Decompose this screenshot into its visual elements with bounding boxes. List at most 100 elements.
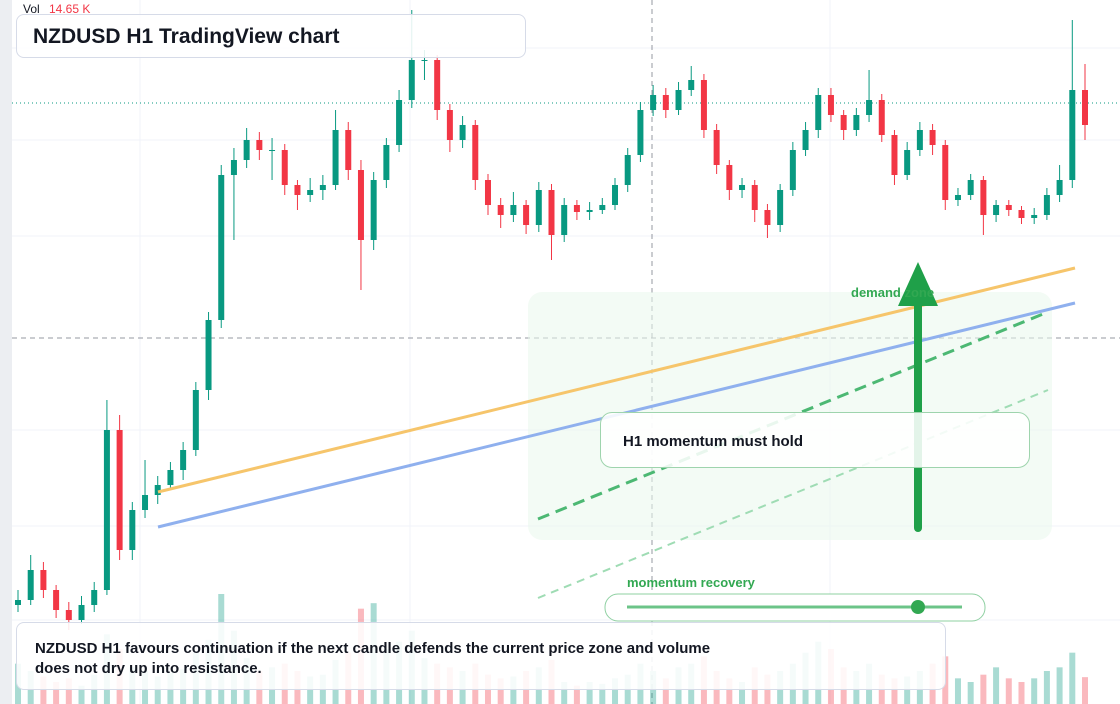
volume-bar <box>154 676 161 704</box>
candle-body <box>370 180 377 240</box>
candle-body <box>1018 210 1025 218</box>
volume-bar <box>78 685 85 704</box>
candle-body <box>383 145 390 180</box>
candle-body <box>853 115 860 130</box>
candle-body <box>154 485 161 495</box>
candle-body <box>434 60 441 110</box>
candle-body <box>484 180 491 205</box>
candle-body <box>332 130 339 185</box>
candle-body <box>535 190 542 225</box>
candle-body <box>624 155 631 185</box>
chart-title: NZDUSD H1 TradingView chart <box>16 14 526 58</box>
candle-body <box>650 95 657 110</box>
volume-bar <box>993 667 1000 704</box>
candle-body <box>751 185 758 210</box>
volume-bar <box>497 678 504 704</box>
candle-body <box>637 110 644 155</box>
candle-body <box>586 210 593 212</box>
volume-bar <box>307 676 314 704</box>
candle-body <box>497 205 504 215</box>
volume-bar <box>586 682 593 704</box>
candle-body <box>319 185 326 190</box>
volume-bar <box>662 678 669 704</box>
volume-bar <box>612 678 619 704</box>
candle-body <box>396 100 403 145</box>
volume-bar <box>1005 678 1012 704</box>
arrow-head <box>898 262 938 306</box>
candle-body <box>243 140 250 160</box>
candle-body <box>65 610 72 620</box>
slider-knob[interactable] <box>911 600 925 614</box>
volume-bar <box>739 682 746 704</box>
volume-bar <box>1056 667 1063 704</box>
candle-body <box>1082 90 1088 125</box>
volume-bar <box>53 682 60 704</box>
candle-body <box>446 110 453 140</box>
candle-body <box>40 570 47 590</box>
candle-body <box>573 205 580 212</box>
volume-label: Vol <box>23 2 40 16</box>
candle-body <box>1043 195 1050 215</box>
candle-body <box>116 430 123 550</box>
volume-bar <box>954 678 961 704</box>
volume-bar <box>726 678 733 704</box>
candle-body <box>980 180 987 215</box>
volume-bar <box>599 683 606 704</box>
volume-bar <box>967 682 974 704</box>
candle-body <box>472 125 479 180</box>
volume-bar <box>1018 682 1025 704</box>
candle-body <box>713 130 720 165</box>
volume-bar <box>1031 678 1038 704</box>
zone-label: demand zone <box>851 285 934 300</box>
volume-bar <box>561 682 568 704</box>
candle-body <box>192 390 199 450</box>
volume-bar <box>40 676 47 704</box>
candle-body <box>1056 180 1063 195</box>
candle-body <box>1005 205 1012 210</box>
candle-body <box>256 140 263 150</box>
candle-body <box>827 95 834 115</box>
candle-layer <box>15 10 1088 630</box>
candle-body <box>662 95 669 110</box>
candle-body <box>91 590 98 605</box>
candle-body <box>357 170 364 240</box>
left-strip <box>0 0 12 704</box>
candle-body <box>1069 90 1076 180</box>
callout: H1 momentum must hold <box>600 412 1030 468</box>
volume-bar <box>65 678 72 704</box>
slider-label: momentum recovery <box>627 575 756 590</box>
volume-value: 14.65 K <box>49 2 90 16</box>
candle-body <box>815 95 822 130</box>
candle-body <box>27 570 34 600</box>
candle-body <box>561 205 568 235</box>
candle-body <box>916 130 923 150</box>
candle-body <box>726 165 733 190</box>
candle-body <box>599 205 606 210</box>
projection-line-faint <box>537 389 1049 599</box>
volume-bar <box>573 685 580 704</box>
candle-body <box>142 495 149 510</box>
candle-body <box>802 130 809 150</box>
candle-body <box>840 115 847 130</box>
candle-body <box>129 510 136 550</box>
volume-bar <box>510 676 517 704</box>
candle-body <box>929 130 936 145</box>
candle-body <box>103 430 110 590</box>
volume-bar <box>1082 677 1088 704</box>
candle-body <box>777 190 784 225</box>
note: NZDUSD H1 favours continuation if the ne… <box>16 622 946 690</box>
candle-body <box>942 145 949 200</box>
candle-body <box>180 450 187 470</box>
candle-body <box>878 100 885 135</box>
candle-body <box>15 600 21 605</box>
candle-body <box>523 205 530 225</box>
candle-body <box>230 160 237 175</box>
candle-body <box>421 60 428 61</box>
candle-body <box>612 185 619 205</box>
candle-body <box>904 150 911 175</box>
candle-body <box>78 605 85 620</box>
candle-body <box>281 150 288 185</box>
candle-body <box>700 80 707 130</box>
